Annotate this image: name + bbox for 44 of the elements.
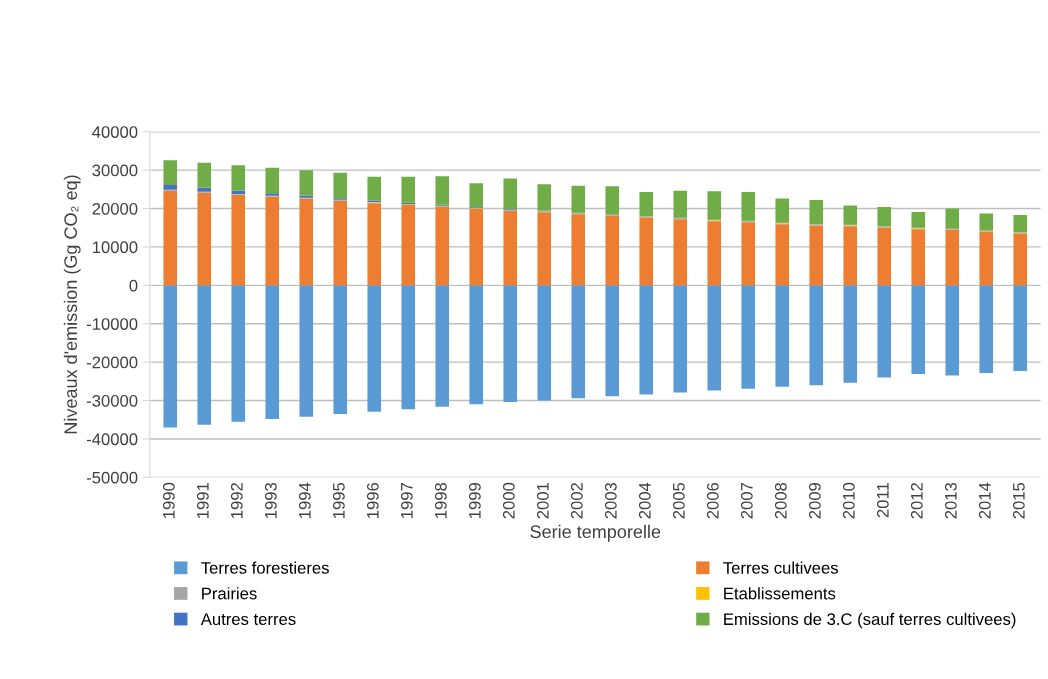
x-tick-label: 1997 xyxy=(400,483,413,518)
x-tick-label: 1994 xyxy=(298,482,311,518)
x-tick-label: 2008 xyxy=(774,482,787,519)
legend-label: Autres terres xyxy=(200,613,296,626)
x-tick-label: 1999 xyxy=(468,482,481,518)
y-tick-label: 30000 xyxy=(92,164,138,177)
x-tick-label: 2004 xyxy=(638,482,651,519)
x-tick-label: 2011 xyxy=(876,483,889,518)
x-tick-label: 2012 xyxy=(910,483,923,519)
x-tick-label: 1996 xyxy=(366,482,379,518)
y-tick-label: -30000 xyxy=(86,394,138,407)
y-tick-label: 10000 xyxy=(92,241,138,254)
x-tick-label: 2006 xyxy=(706,482,719,519)
legend-label: Prairies xyxy=(202,587,257,600)
x-tick-label: 1995 xyxy=(332,482,345,518)
y-tick-label: -10000 xyxy=(86,318,138,330)
x-tick-label: 1991 xyxy=(196,483,209,518)
x-tick-label: 2014 xyxy=(978,482,991,519)
x-tick-label: 2001 xyxy=(536,483,549,519)
x-tick-label: 2013 xyxy=(944,482,957,519)
x-tick-label: 2009 xyxy=(808,482,821,519)
legend-label: Etablissements xyxy=(724,587,836,600)
y-tick-label: 40000 xyxy=(92,126,138,138)
x-tick-label: 2003 xyxy=(604,482,617,519)
x-tick-label: 1998 xyxy=(434,482,447,518)
y-tick-label: -50000 xyxy=(86,471,138,484)
x-tick-label: 2005 xyxy=(672,482,685,519)
x-axis-title: Serie temporelle xyxy=(530,524,661,542)
y-tick-label: -20000 xyxy=(86,356,138,369)
x-tick-label: 2000 xyxy=(502,482,515,519)
legend-label: Terres forestieres xyxy=(201,561,329,574)
legend-label: Terres cultivees xyxy=(723,561,838,574)
x-tick-label: 2002 xyxy=(570,483,583,519)
x-tick-label: 1990 xyxy=(162,482,175,518)
y-tick-label: -40000 xyxy=(86,433,138,446)
x-tick-label: 1993 xyxy=(264,482,277,518)
legend-label: Emissions de 3.C (sauf terres cultivees) xyxy=(724,612,1016,629)
x-tick-label: 2007 xyxy=(740,483,753,519)
y-axis-title: Niveaux d'emission (Gg CO₂ eq) xyxy=(63,175,81,434)
x-tick-label: 2010 xyxy=(842,482,855,519)
x-tick-label: 1992 xyxy=(230,483,243,518)
y-tick-label: 20000 xyxy=(92,202,138,215)
x-tick-label: 2015 xyxy=(1012,482,1025,519)
y-tick-label: 0 xyxy=(129,279,138,292)
